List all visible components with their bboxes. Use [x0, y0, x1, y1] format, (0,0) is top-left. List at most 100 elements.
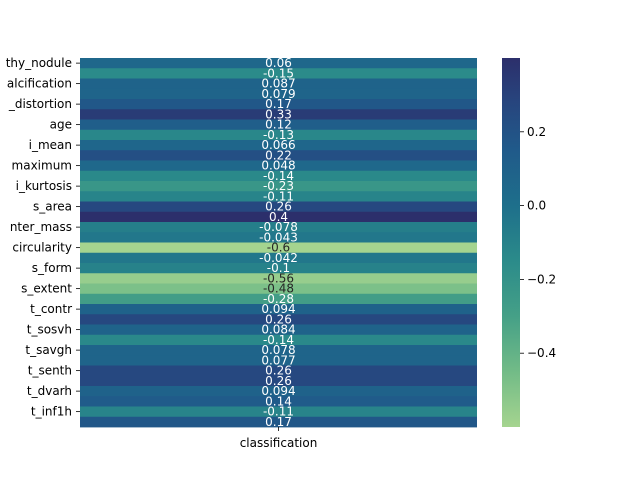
cell-annotation: -0.6 — [267, 241, 290, 255]
heatmap-cells — [80, 58, 477, 428]
colorbar-tick-label: −0.2 — [527, 272, 556, 286]
cell-annotation: 0.078 — [261, 343, 295, 357]
colorbar-tick-label: 0.0 — [527, 199, 546, 213]
heatmap-cell — [80, 68, 477, 79]
heatmap-cell — [80, 211, 477, 223]
cell-annotation: -0.042 — [259, 251, 298, 265]
cell-annotation: -0.15 — [263, 66, 294, 80]
heatmap-cell — [80, 314, 477, 325]
cell-annotation: -0.56 — [263, 271, 294, 285]
cell-annotation: 0.048 — [261, 159, 295, 173]
x-tick-label: classification — [240, 436, 318, 450]
heatmap-cell — [80, 324, 477, 336]
heatmap-cell — [80, 293, 477, 305]
cell-annotations: 0.06-0.150.0870.0790.170.330.12-0.130.06… — [259, 56, 298, 429]
cell-annotation: -0.23 — [263, 179, 294, 193]
y-tick-label: t_inf1h — [31, 405, 72, 419]
heatmap-cell — [80, 150, 477, 161]
heatmap-cell — [80, 365, 477, 377]
heatmap-cell — [80, 232, 477, 243]
x-axis-ticks: classification — [240, 427, 318, 450]
heatmap-cell — [80, 170, 477, 182]
heatmap-cell — [80, 406, 477, 418]
heatmap-cell — [80, 375, 477, 387]
heatmap-cell — [80, 99, 477, 110]
cell-annotation: -0.078 — [259, 220, 298, 234]
cell-annotation: 0.087 — [261, 77, 295, 91]
heatmap-cell — [80, 334, 477, 346]
y-tick-label: t_savgh — [25, 343, 72, 357]
cell-annotation: 0.17 — [265, 97, 292, 111]
cell-annotation: -0.14 — [263, 333, 294, 347]
cell-annotation: -0.14 — [263, 169, 294, 183]
cell-annotation: 0.26 — [265, 364, 292, 378]
heatmap-cell — [80, 416, 477, 428]
y-tick-label: s_form — [32, 261, 72, 275]
heatmap-cell — [80, 283, 477, 295]
cell-annotation: 0.079 — [261, 87, 295, 101]
cell-annotation: 0.26 — [265, 200, 292, 214]
y-tick-label: maximum — [12, 159, 72, 173]
cell-annotation: 0.094 — [261, 384, 295, 398]
cell-annotation: 0.4 — [269, 210, 288, 224]
cell-annotation: -0.043 — [259, 230, 298, 244]
heatmap-cell — [80, 181, 477, 192]
y-tick-label: circularity — [12, 241, 72, 255]
heatmap-cell — [80, 129, 477, 141]
heatmap-cell — [80, 263, 477, 274]
cell-annotation: 0.26 — [265, 312, 292, 326]
heatmap-cell — [80, 109, 477, 120]
y-tick-label: alcification — [7, 77, 72, 91]
cell-annotation: -0.11 — [263, 189, 294, 203]
heatmap-cell — [80, 160, 477, 172]
heatmap-cell — [80, 88, 477, 100]
heatmap-cell — [80, 386, 477, 397]
cell-annotation: 0.26 — [265, 374, 292, 388]
cell-annotation: 0.084 — [261, 323, 295, 337]
heatmap-cell — [80, 78, 477, 90]
y-tick-label: age — [50, 118, 72, 132]
cell-annotation: 0.06 — [265, 56, 292, 70]
cell-annotation: 0.17 — [265, 415, 292, 429]
heatmap-cell — [80, 396, 477, 407]
cell-annotation: 0.077 — [261, 353, 295, 367]
y-tick-label: i_mean — [29, 138, 72, 152]
cell-annotation: 0.14 — [265, 394, 292, 408]
heatmap-cell — [80, 58, 477, 69]
colorbar-ticks: 0.2 0.0 −0.2 −0.4 — [520, 125, 556, 360]
y-tick-label: i_kurtosis — [16, 179, 72, 193]
heatmap-cell — [80, 242, 477, 254]
heatmap-cell — [80, 191, 477, 202]
y-tick-label: t_senth — [28, 364, 72, 378]
y-tick-label: _distortion — [8, 97, 72, 111]
cell-annotation: -0.48 — [263, 282, 294, 296]
cell-annotation: -0.11 — [263, 405, 294, 419]
heatmap-cell — [80, 140, 477, 151]
cell-annotation: 0.22 — [265, 148, 292, 162]
heatmap-cell — [80, 273, 477, 284]
y-tick-label: t_sosvh — [27, 323, 72, 337]
colorbar-tick-label: 0.2 — [527, 125, 546, 139]
heatmap-cell — [80, 355, 477, 366]
cell-annotation: -0.28 — [263, 292, 294, 306]
cell-annotation: -0.13 — [263, 128, 294, 142]
heatmap-cell — [80, 201, 477, 213]
y-tick-label: s_area — [33, 200, 72, 214]
heatmap-cell — [80, 222, 477, 233]
cell-annotation: 0.094 — [261, 302, 295, 316]
colorbar — [502, 58, 520, 427]
heatmap-cell — [80, 345, 477, 356]
heatmap-cell — [80, 119, 477, 131]
cell-annotation: -0.1 — [267, 261, 290, 275]
colorbar-tick-label: −0.4 — [527, 346, 556, 360]
cell-annotation: 0.33 — [265, 107, 292, 121]
heatmap-cell — [80, 304, 477, 315]
y-tick-label: nter_mass — [10, 220, 72, 234]
y-tick-label: s_extent — [21, 282, 72, 296]
heatmap-cell — [80, 252, 477, 264]
y-tick-label: thy_nodule — [6, 56, 72, 70]
cell-annotation: 0.12 — [265, 118, 292, 132]
cell-annotation: 0.066 — [261, 138, 295, 152]
